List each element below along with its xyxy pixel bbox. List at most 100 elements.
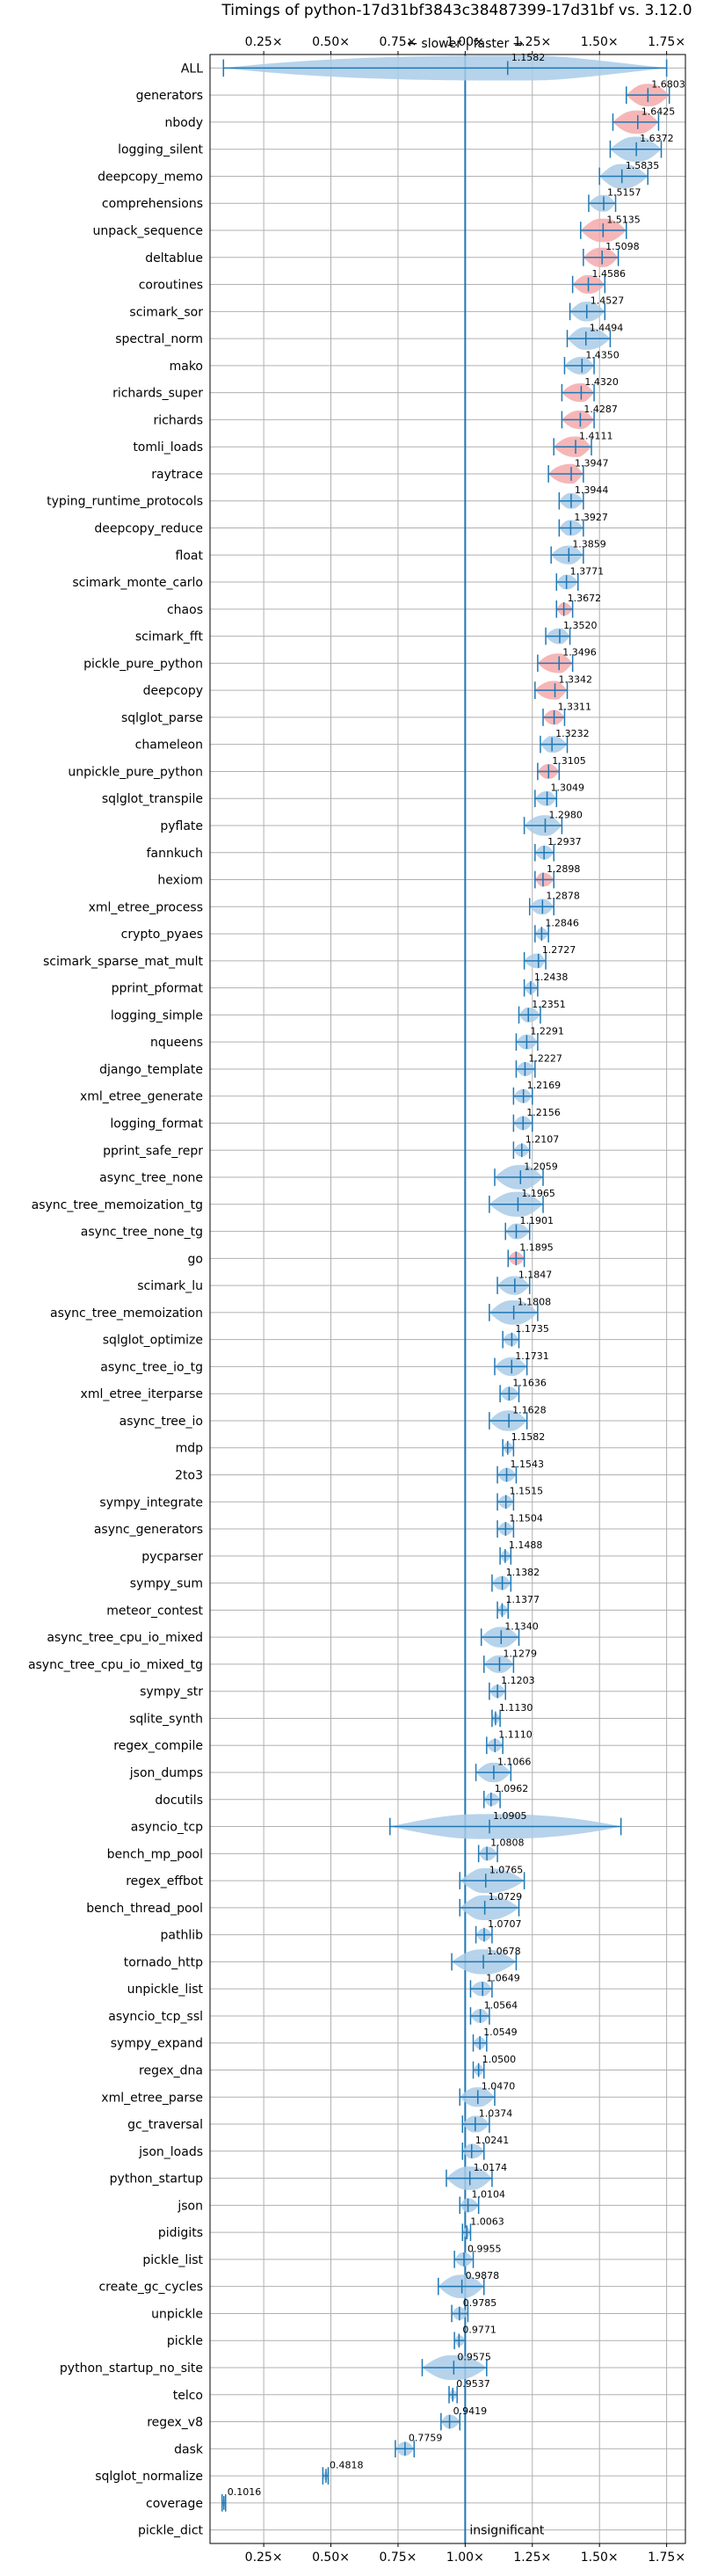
benchmark-label: pidigits: [158, 2226, 203, 2240]
benchmark-label: asyncio_tcp: [131, 1821, 203, 1835]
benchmark-label: logging_silent: [118, 143, 203, 157]
benchmark-label: go: [188, 1252, 203, 1266]
benchmark-label: chaos: [167, 603, 203, 617]
benchmark-label: sqlglot_normalize: [95, 2470, 203, 2484]
value-label: 1.3496: [562, 647, 597, 659]
x-tick-label-bottom: 0.75×: [380, 2551, 417, 2565]
value-label: 1.1203: [501, 1675, 535, 1686]
chart-title: Timings of python-17d31bf3843c38487399-1…: [221, 2, 692, 19]
benchmark-label: bench_mp_pool: [107, 1847, 203, 1861]
benchmark-label: pickle: [167, 2334, 203, 2348]
benchmark-label: regex_compile: [113, 1739, 203, 1753]
value-label: 1.3859: [572, 539, 606, 550]
benchmark-label: pickle_pure_python: [83, 657, 203, 671]
value-label: 1.1628: [512, 1404, 547, 1415]
value-label: 1.2107: [525, 1134, 560, 1146]
value-label: 1.6803: [651, 79, 685, 91]
benchmark-label: deltablue: [145, 251, 203, 266]
benchmark-label: tomli_loads: [133, 440, 203, 455]
value-label: 1.0549: [483, 2027, 518, 2038]
value-label: 1.0707: [488, 1918, 522, 1930]
benchmark-label: regex_dna: [139, 2063, 203, 2078]
value-label: 0.9537: [456, 2378, 490, 2390]
value-label: 1.0174: [474, 2162, 508, 2173]
benchmark-label: pprint_pformat: [112, 982, 204, 996]
x-tick-label-top: 0.75×: [380, 35, 417, 49]
benchmark-label: async_generators: [94, 1523, 203, 1537]
value-label: 1.1515: [510, 1486, 544, 1497]
value-label: 1.0241: [475, 2135, 510, 2146]
benchmark-label: ALL: [181, 62, 203, 76]
x-tick-label-top: 1.25×: [513, 35, 551, 49]
value-label: 1.0765: [489, 1864, 524, 1875]
benchmark-label: unpickle_pure_python: [68, 765, 203, 779]
value-label: 1.0649: [486, 1973, 520, 1984]
value-label: 1.1965: [521, 1188, 555, 1199]
value-label: 1.1582: [511, 1431, 546, 1443]
benchmark-label: tornado_http: [124, 1955, 203, 1969]
value-label: 1.1488: [509, 1539, 543, 1551]
benchmark-label: regex_effbot: [126, 1874, 203, 1888]
benchmark-label: async_tree_memoization: [50, 1306, 203, 1321]
benchmark-label: python_startup: [110, 2172, 203, 2187]
value-label: 1.0962: [495, 1783, 529, 1794]
value-label: 1.1582: [511, 52, 546, 63]
value-label: 1.1504: [509, 1512, 543, 1524]
benchmark-label: nbody: [165, 116, 204, 130]
value-label: 1.0564: [484, 1999, 518, 2011]
benchmark-label: scimark_sor: [129, 305, 203, 319]
benchmark-label: docutils: [155, 1794, 203, 1808]
x-tick-label-bottom: 0.50×: [312, 2551, 350, 2565]
value-label: 0.9955: [467, 2243, 502, 2254]
value-label: 1.1279: [503, 1648, 537, 1659]
benchmark-label: xml_etree_iterparse: [81, 1387, 203, 1401]
benchmark-label: float: [176, 549, 204, 563]
benchmark-label: crypto_pyaes: [121, 928, 203, 942]
value-label: 1.3771: [570, 565, 605, 577]
benchmark-label: pyflate: [160, 819, 203, 833]
value-label: 1.3049: [551, 782, 585, 794]
plot-frame: [209, 54, 686, 2544]
benchmark-label: async_tree_none_tg: [81, 1226, 203, 1240]
value-label: 1.4527: [591, 295, 625, 307]
value-label: 1.0905: [493, 1810, 527, 1822]
value-label: 1.3311: [558, 701, 592, 712]
value-label: 1.3342: [559, 674, 593, 686]
value-label: 1.5157: [607, 187, 641, 199]
benchmark-label: bench_thread_pool: [86, 1902, 203, 1916]
benchmark-label: sympy_expand: [111, 2037, 203, 2051]
value-label: 0.9785: [463, 2297, 497, 2309]
value-label: 1.1110: [498, 1729, 533, 1741]
value-label: 1.3944: [575, 484, 609, 496]
x-tick-label-top: 0.25×: [245, 35, 283, 49]
insignificant-label: insignificant: [469, 2524, 545, 2538]
value-label: 1.5835: [626, 160, 660, 171]
benchmark-label: create_gc_cycles: [98, 2281, 203, 2295]
value-label: 1.1895: [519, 1242, 554, 1254]
benchmark-label: logging_simple: [111, 1008, 203, 1022]
benchmark-label: deepcopy_memo: [98, 170, 203, 184]
value-label: 1.2169: [527, 1080, 562, 1091]
benchmark-label: 2to3: [175, 1469, 203, 1483]
value-label: 1.4111: [579, 431, 613, 442]
value-label: 1.2937: [547, 836, 582, 848]
x-tick-label-bottom: 1.00×: [446, 2551, 484, 2565]
x-tick-label-top: 1.75×: [648, 35, 685, 49]
value-label: 1.1340: [504, 1621, 539, 1633]
value-label: 1.2227: [528, 1052, 562, 1064]
value-label: 1.3927: [574, 512, 608, 523]
value-label: 1.1731: [515, 1350, 549, 1362]
value-label: 1.0808: [490, 1837, 525, 1849]
benchmark-label: richards: [154, 413, 204, 427]
benchmark-label: unpickle_list: [127, 1983, 204, 1997]
value-label: 1.2878: [546, 891, 580, 902]
benchmark-label: async_tree_memoization_tg: [32, 1198, 203, 1212]
x-tick-label-bottom: 1.50×: [581, 2551, 619, 2565]
benchmark-label: sqlglot_parse: [121, 711, 203, 725]
benchmark-label: telco: [173, 2389, 203, 2403]
value-label: 1.0678: [487, 1946, 521, 1957]
benchmark-label: coverage: [146, 2497, 203, 2511]
benchmark-label: scimark_fft: [135, 630, 204, 644]
value-label: 1.6425: [641, 106, 676, 117]
